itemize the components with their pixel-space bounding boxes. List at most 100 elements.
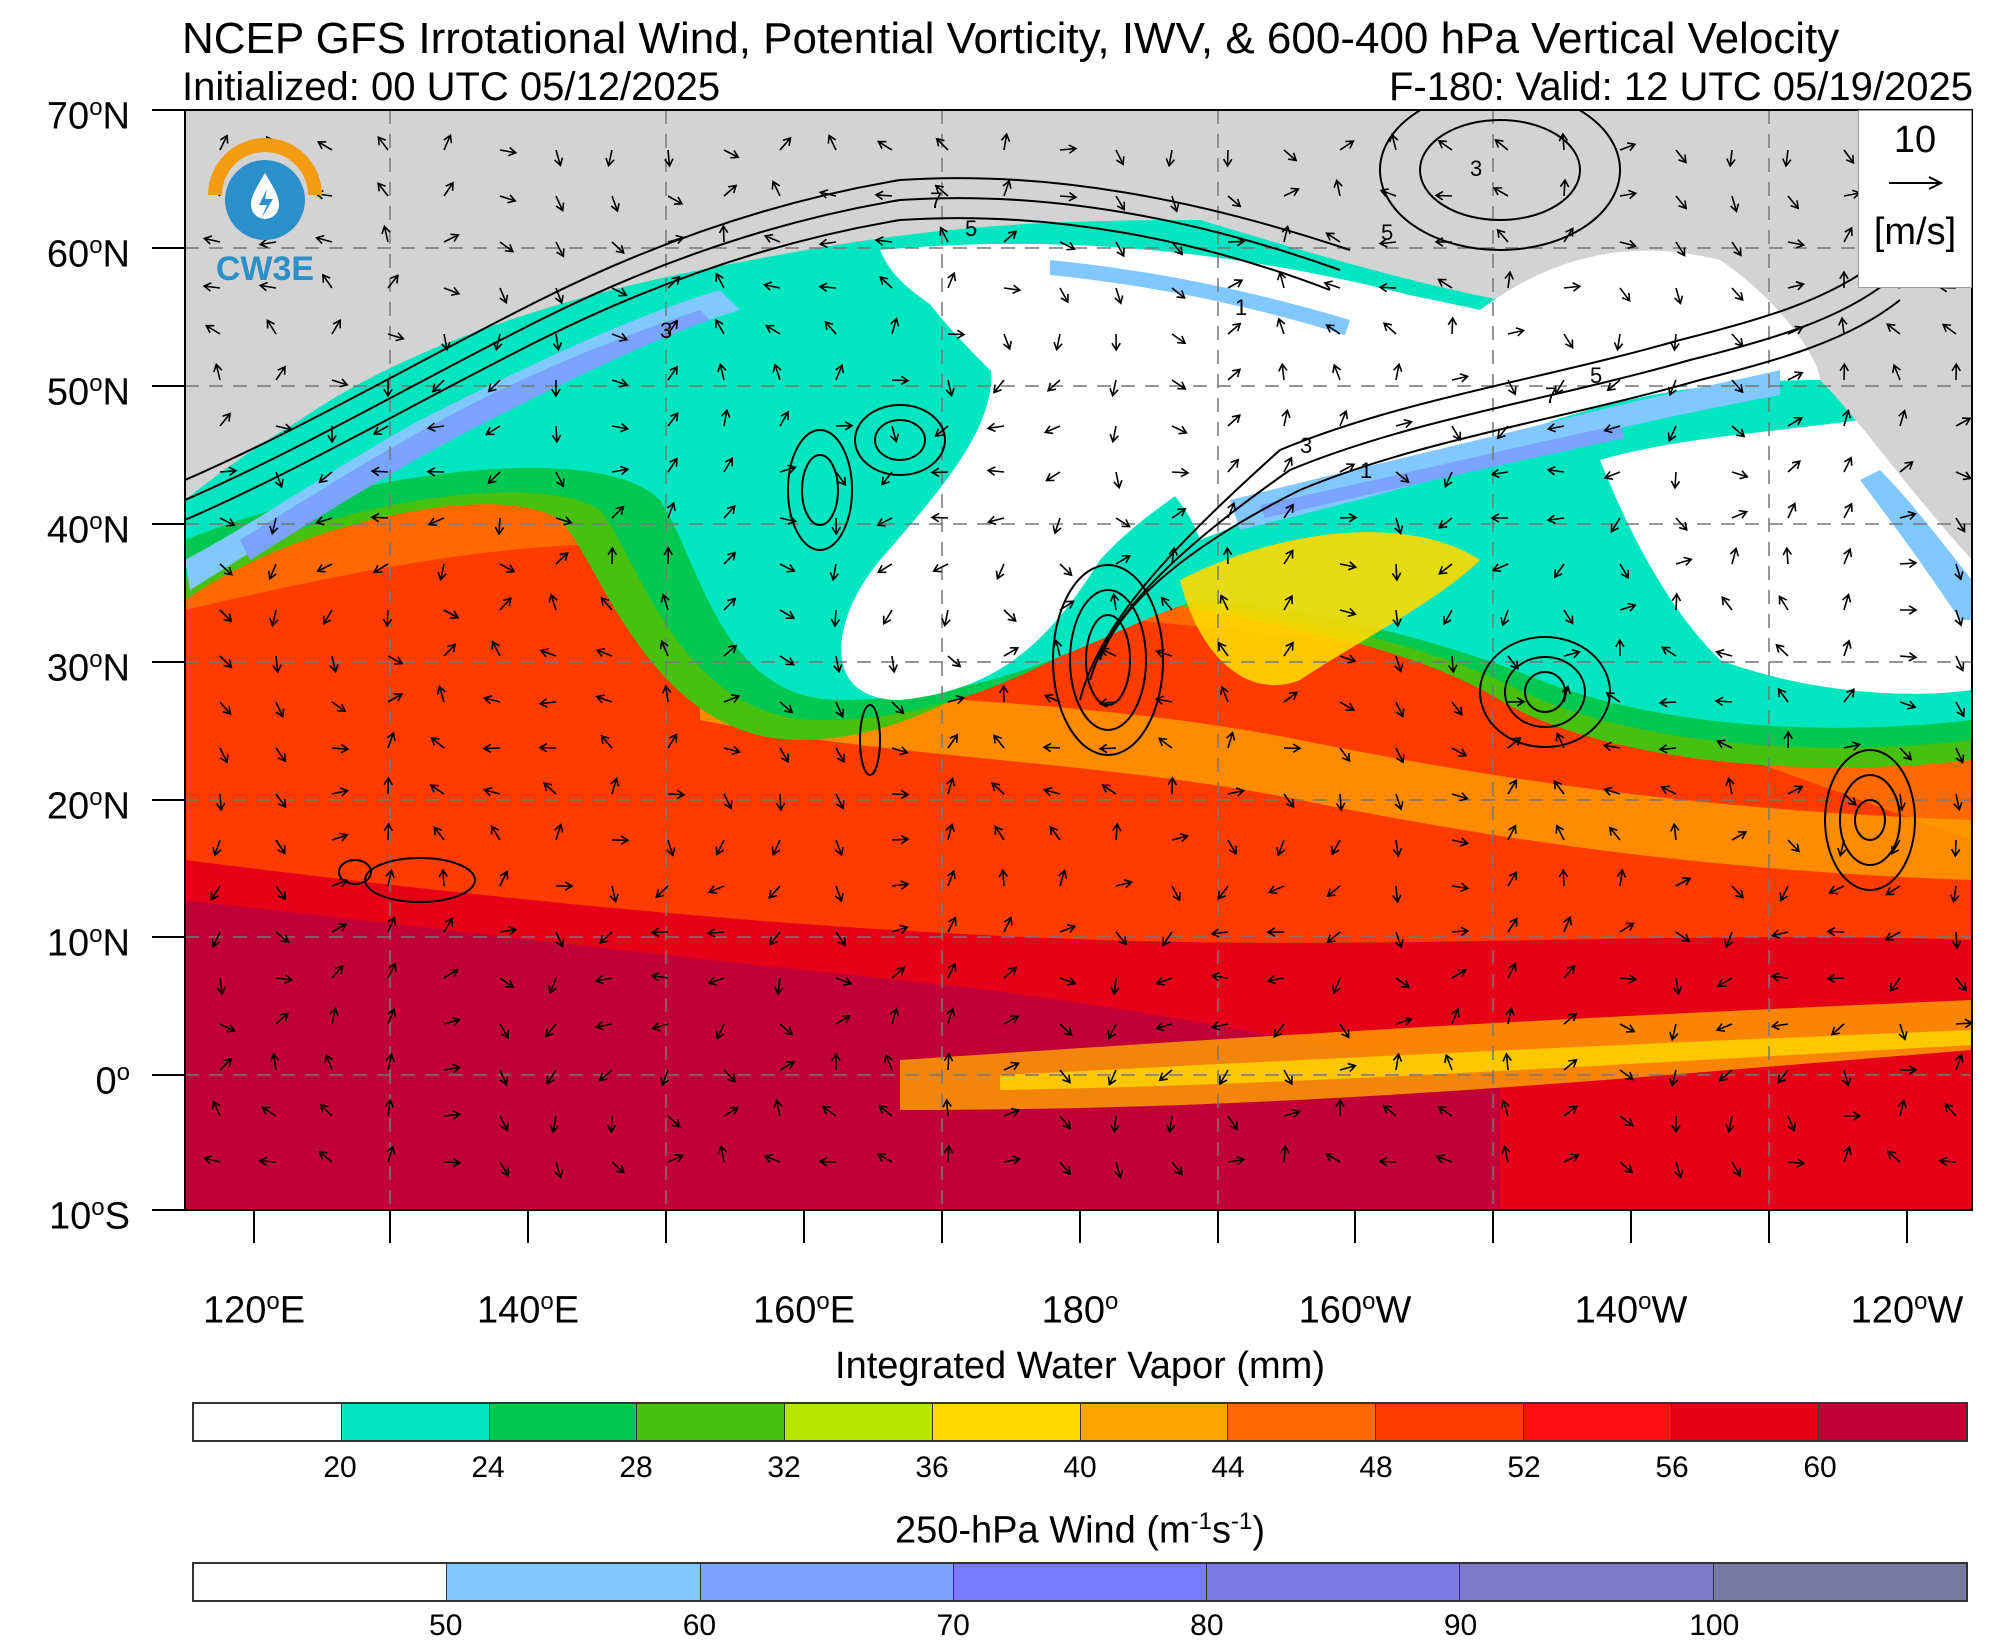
wind-arrow (1395, 747, 1405, 764)
wind-arrow (1716, 977, 1733, 987)
wind-arrow (1155, 1021, 1173, 1032)
wind-arrow (1787, 1158, 1806, 1168)
wind-arrow (779, 655, 795, 666)
wind-arrow (667, 733, 678, 749)
wind-arrow (331, 378, 349, 388)
wind-arrow (1331, 839, 1341, 856)
wind-arrow (1393, 362, 1403, 381)
wind-arrow (1954, 563, 1964, 581)
wind-arrow (1227, 787, 1246, 797)
wind-arrow (211, 1099, 221, 1117)
contour-label: 5 (1381, 220, 1393, 245)
wind-arrow (1451, 425, 1461, 442)
wind-arrow (1563, 227, 1574, 243)
wind-arrow (555, 881, 574, 891)
wind-arrow (995, 563, 1005, 581)
wind-arrow (1219, 1069, 1229, 1086)
wind-arrow (1955, 471, 1972, 481)
wind-arrow (1052, 517, 1062, 535)
wind-arrow (1222, 149, 1233, 168)
wind-arrow (1339, 561, 1358, 571)
wind-arrow (1115, 517, 1131, 528)
colorbar-tick-label: 40 (1063, 1451, 1097, 1484)
wind-arrow (889, 1007, 900, 1025)
wind-arrow (667, 275, 681, 289)
wind-arrow (889, 425, 900, 443)
colorbar-segment (700, 1564, 954, 1600)
wind-arrow (1273, 1023, 1285, 1038)
wind-arrow (821, 1105, 837, 1117)
wind-arrow (1954, 609, 1964, 627)
wind-arrow (1884, 931, 1901, 941)
wind-arrow (1394, 655, 1404, 673)
wind-arrow (947, 694, 965, 705)
longitude-label: 180o (1041, 1288, 1119, 1332)
wind-arrow (1281, 224, 1291, 243)
wind-arrow (261, 1106, 277, 1117)
wind-arrow (1843, 226, 1853, 243)
wind-arrow (1554, 379, 1565, 396)
wind-arrow (1332, 363, 1342, 381)
wind-arrow (1954, 1053, 1964, 1071)
wind-arrow (443, 181, 454, 197)
wind-arrow (1660, 785, 1677, 795)
wind-arrow (485, 425, 501, 436)
wind-arrow (888, 655, 899, 674)
wind-arrow (1226, 731, 1236, 749)
iwv-colorbar (192, 1402, 1968, 1442)
wind-arrow (1505, 1006, 1515, 1025)
wind-arrow (835, 931, 847, 947)
wind-arrow (945, 379, 955, 398)
valid-time: F-180: Valid: 12 UTC 05/19/2025 (1388, 65, 1973, 109)
wind-arrow (1619, 563, 1630, 580)
wind-arrow (329, 655, 339, 674)
wind-arrow (1721, 596, 1733, 611)
wind-arrow (775, 793, 786, 812)
wind-arrow (1899, 747, 1913, 761)
wind-arrow (272, 655, 282, 674)
wind-arrow (1113, 471, 1123, 490)
wind-arrow (1500, 609, 1510, 627)
wind-arrow (372, 425, 389, 435)
wind-arrow (663, 546, 673, 565)
wind-arrow (1434, 237, 1453, 247)
wind-arrow (1775, 643, 1789, 657)
wind-arrow (715, 318, 725, 335)
wind-arrow (779, 1023, 794, 1036)
wind-arrow (1555, 732, 1565, 749)
wind-arrow (219, 412, 232, 427)
contour-label: 3 (1470, 156, 1482, 181)
wind-arrow (331, 964, 344, 979)
wind-arrow (1563, 915, 1573, 933)
wind-arrow (1955, 747, 1965, 764)
longitude-label: 140oW (1574, 1288, 1688, 1332)
wind-arrow (1227, 839, 1237, 856)
wind-arrow (1675, 241, 1686, 257)
wind-arrow (1324, 1152, 1341, 1163)
wind-arrow (1435, 1154, 1453, 1164)
colorbar-tick-label: 100 (1689, 1609, 1740, 1642)
wind-arrow (651, 1022, 669, 1032)
wind-arrow (1951, 362, 1962, 381)
wind-arrow (1438, 517, 1453, 529)
wind-arrow (834, 839, 844, 857)
colorbar-tick-label: 60 (1803, 1451, 1837, 1484)
wind-arrow (835, 420, 854, 431)
wind-arrow (599, 931, 613, 944)
wind-arrow (430, 736, 445, 749)
wind-arrow (443, 1016, 461, 1027)
wind-arrow (1843, 741, 1862, 751)
wind-arrow (1507, 778, 1518, 795)
wind-arrow (1675, 517, 1688, 532)
wind-arrow (1331, 977, 1341, 995)
wind-arrow (1619, 602, 1637, 612)
wind-arrow (1165, 1115, 1176, 1134)
wind-arrow (1950, 839, 1961, 858)
wind-arrow (943, 1052, 954, 1071)
wind-arrow (891, 789, 910, 800)
wind-arrow (1098, 743, 1117, 754)
wind-arrow (1000, 132, 1011, 151)
wind-arrow (1339, 512, 1358, 523)
wind-arrow (212, 839, 222, 857)
